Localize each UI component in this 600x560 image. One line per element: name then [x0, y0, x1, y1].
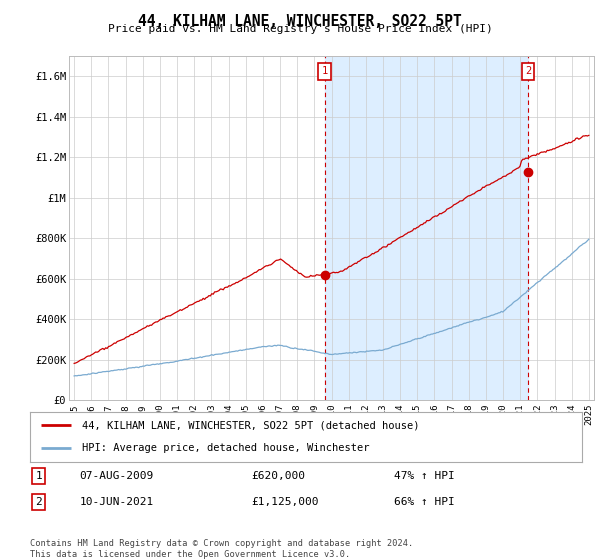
Text: 44, KILHAM LANE, WINCHESTER, SO22 5PT: 44, KILHAM LANE, WINCHESTER, SO22 5PT — [138, 14, 462, 29]
Bar — [325, 56, 528, 400]
Text: 44, KILHAM LANE, WINCHESTER, SO22 5PT (detached house): 44, KILHAM LANE, WINCHESTER, SO22 5PT (d… — [82, 420, 420, 430]
Text: 07-AUG-2009: 07-AUG-2009 — [80, 471, 154, 481]
Text: 66% ↑ HPI: 66% ↑ HPI — [394, 497, 455, 507]
Text: Contains HM Land Registry data © Crown copyright and database right 2024.
This d: Contains HM Land Registry data © Crown c… — [30, 539, 413, 559]
Text: Price paid vs. HM Land Registry's House Price Index (HPI): Price paid vs. HM Land Registry's House … — [107, 24, 493, 34]
Text: 2: 2 — [525, 67, 531, 77]
Text: 10-JUN-2021: 10-JUN-2021 — [80, 497, 154, 507]
Text: £1,125,000: £1,125,000 — [251, 497, 319, 507]
Text: £620,000: £620,000 — [251, 471, 305, 481]
Text: 1: 1 — [35, 471, 42, 481]
Text: 2: 2 — [35, 497, 42, 507]
Text: HPI: Average price, detached house, Winchester: HPI: Average price, detached house, Winc… — [82, 444, 370, 454]
Text: 1: 1 — [322, 67, 328, 77]
Text: 47% ↑ HPI: 47% ↑ HPI — [394, 471, 455, 481]
